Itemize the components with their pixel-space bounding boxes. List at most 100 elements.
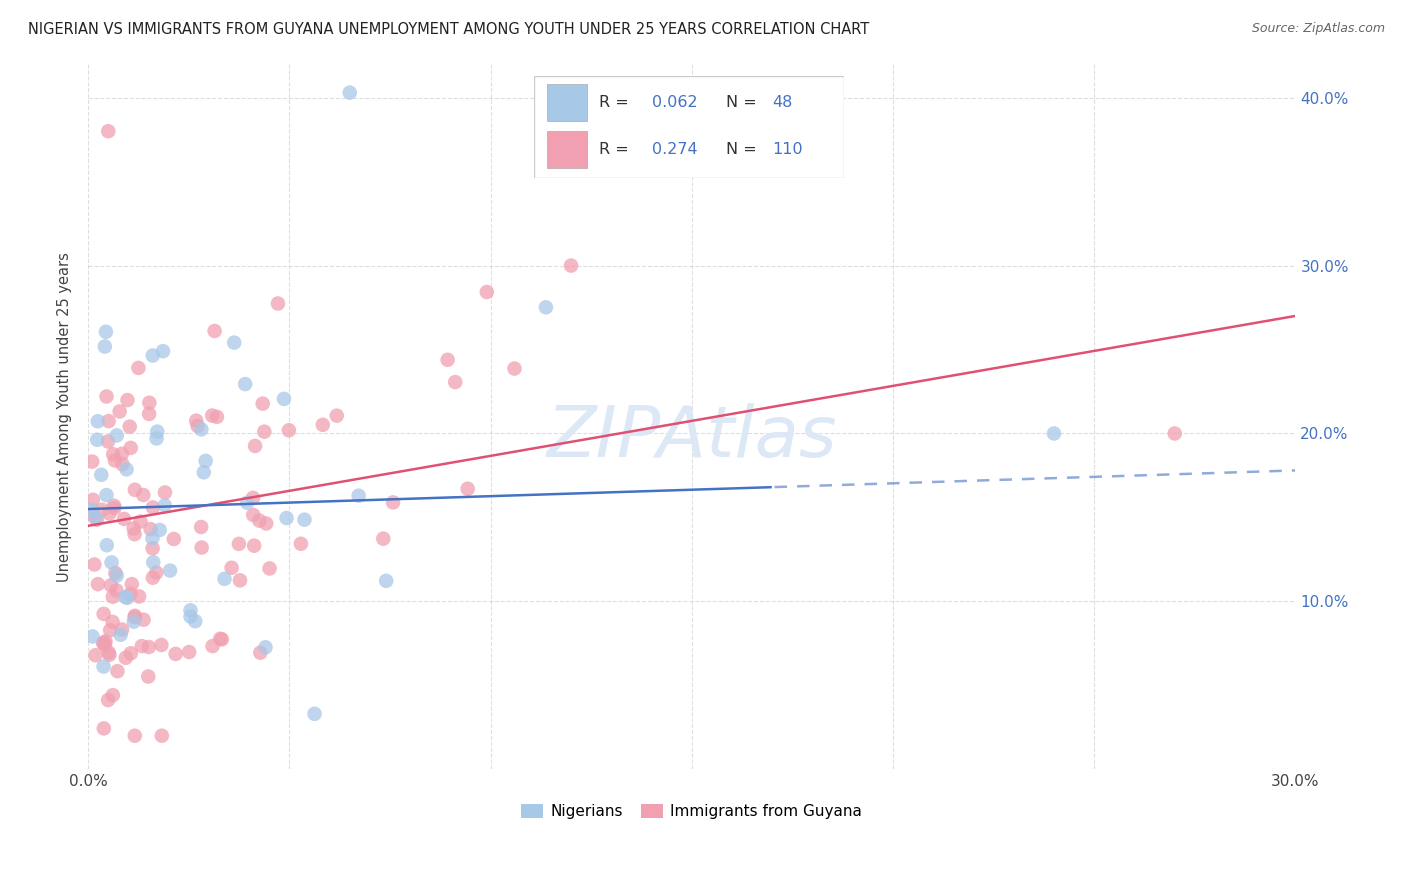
- Point: [132, 488, 155, 502]
- Point: [97, 646, 120, 660]
- Point: [93, 659, 115, 673]
- Point: [120, 441, 142, 455]
- Point: [111, 447, 134, 461]
- Point: [142, 349, 165, 363]
- Point: [94, 325, 117, 339]
- Point: [141, 531, 163, 545]
- Point: [179, 645, 201, 659]
- Point: [153, 499, 176, 513]
- Point: [142, 555, 165, 569]
- Point: [82, 630, 104, 644]
- Point: [97, 693, 120, 707]
- Point: [304, 706, 326, 721]
- Point: [104, 566, 127, 580]
- Point: [97, 434, 120, 449]
- Point: [124, 608, 146, 623]
- Point: [149, 523, 172, 537]
- Text: N =: N =: [725, 95, 762, 110]
- Point: [475, 285, 498, 299]
- Point: [277, 423, 299, 437]
- Point: [534, 301, 557, 315]
- Y-axis label: Unemployment Among Youth under 25 years: Unemployment Among Youth under 25 years: [58, 252, 72, 582]
- Point: [436, 352, 458, 367]
- Point: [138, 407, 160, 421]
- Point: [347, 489, 370, 503]
- Text: N =: N =: [725, 142, 762, 157]
- Point: [146, 425, 169, 439]
- Point: [249, 646, 271, 660]
- Point: [142, 541, 165, 556]
- Point: [165, 647, 187, 661]
- Point: [96, 488, 118, 502]
- Point: [236, 496, 259, 510]
- Point: [142, 571, 165, 585]
- Point: [136, 669, 159, 683]
- Point: [101, 615, 124, 629]
- Point: [114, 650, 136, 665]
- Point: [96, 538, 118, 552]
- Point: [101, 590, 124, 604]
- Point: [1043, 426, 1066, 441]
- Point: [179, 609, 201, 624]
- Point: [201, 409, 224, 423]
- Point: [186, 414, 208, 428]
- Point: [91, 503, 114, 517]
- Text: 110: 110: [772, 142, 803, 157]
- Point: [90, 467, 112, 482]
- Point: [124, 729, 146, 743]
- Point: [201, 639, 224, 653]
- Point: [111, 623, 134, 637]
- Text: R =: R =: [599, 142, 634, 157]
- Point: [129, 515, 152, 529]
- Point: [190, 422, 212, 436]
- Bar: [547, 84, 586, 121]
- Point: [224, 335, 246, 350]
- Point: [117, 393, 139, 408]
- Point: [373, 532, 395, 546]
- Point: [101, 447, 124, 461]
- Point: [93, 607, 115, 621]
- Point: [83, 558, 105, 572]
- Point: [190, 541, 212, 555]
- Point: [252, 396, 274, 410]
- Point: [98, 648, 121, 662]
- Point: [142, 500, 165, 515]
- Point: [117, 591, 139, 605]
- Point: [114, 590, 136, 604]
- Point: [138, 396, 160, 410]
- Point: [87, 577, 110, 591]
- Point: [243, 439, 266, 453]
- Point: [276, 511, 298, 525]
- Point: [82, 503, 104, 517]
- Point: [139, 522, 162, 536]
- Point: [132, 613, 155, 627]
- Point: [93, 636, 115, 650]
- Point: [96, 389, 118, 403]
- Point: [86, 513, 108, 527]
- Point: [124, 610, 146, 624]
- Point: [253, 425, 276, 439]
- Point: [150, 729, 173, 743]
- Point: [375, 574, 398, 588]
- Text: 0.062: 0.062: [652, 95, 697, 110]
- Point: [120, 587, 142, 601]
- Point: [159, 564, 181, 578]
- Point: [205, 409, 228, 424]
- Point: [1164, 426, 1187, 441]
- Point: [87, 414, 110, 428]
- Point: [84, 648, 107, 663]
- Point: [145, 566, 167, 580]
- Text: NIGERIAN VS IMMIGRANTS FROM GUYANA UNEMPLOYMENT AMONG YOUTH UNDER 25 YEARS CORRE: NIGERIAN VS IMMIGRANTS FROM GUYANA UNEMP…: [28, 22, 869, 37]
- Point: [214, 572, 236, 586]
- Point: [180, 603, 202, 617]
- Text: Source: ZipAtlas.com: Source: ZipAtlas.com: [1251, 22, 1385, 36]
- Point: [233, 377, 256, 392]
- Point: [82, 492, 104, 507]
- Point: [121, 577, 143, 591]
- Point: [82, 454, 104, 468]
- Text: 48: 48: [772, 95, 793, 110]
- Point: [187, 419, 209, 434]
- Point: [115, 462, 138, 476]
- Point: [163, 532, 186, 546]
- Point: [131, 639, 153, 653]
